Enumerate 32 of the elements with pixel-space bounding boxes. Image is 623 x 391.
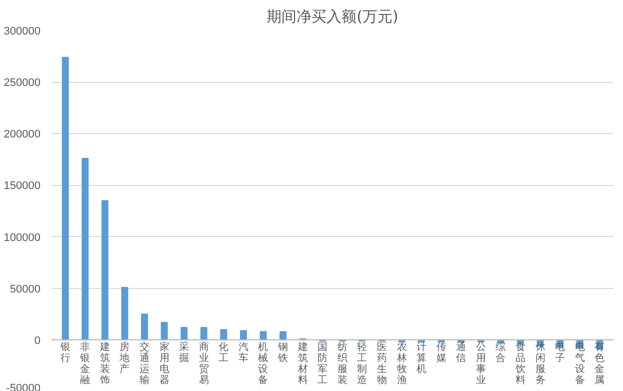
- y-tick-label: 0: [34, 334, 41, 347]
- x-tick-label: 交通运输: [140, 340, 150, 386]
- x-tick-label: 房地产: [118, 340, 130, 375]
- y-tick-label: 100000: [4, 232, 41, 244]
- x-tick-label: 公用事业: [476, 340, 486, 386]
- y-tick-label: 150000: [4, 180, 41, 192]
- x-tick-label: 采掘: [179, 340, 190, 364]
- chart-title: 期间净买入额(万元): [266, 8, 398, 26]
- y-tick-label: 300000: [4, 26, 41, 38]
- x-tick-label: 食品饮料: [514, 340, 526, 386]
- x-tick-label: 通信: [456, 340, 466, 364]
- x-tick-label: 国防军工: [318, 342, 328, 386]
- x-tick-label: 非银金融: [79, 340, 90, 386]
- x-tick-label: 钢铁: [277, 342, 288, 364]
- x-tick-label: 轻工制造: [357, 340, 368, 386]
- x-tick-label: 化工: [218, 340, 229, 364]
- x-tick-label: 综合: [496, 340, 506, 364]
- x-tick-label: 医药生物: [376, 342, 387, 386]
- x-tick-label: 汽车: [238, 340, 248, 364]
- y-tick-label: 250000: [4, 77, 41, 90]
- x-tick-label: 家用电器: [159, 340, 170, 386]
- y-tick-label: 200000: [4, 128, 41, 141]
- y-tick-label: 50000: [10, 283, 41, 296]
- x-tick-label: 建筑装饰: [98, 340, 110, 386]
- x-tick-label: 传媒: [436, 342, 446, 364]
- x-tick-label: 建筑材料: [296, 340, 308, 386]
- x-tick-label: 商业贸易: [198, 340, 209, 386]
- x-tick-label: 纺织服装: [337, 340, 348, 386]
- x-tick-label: 银行: [59, 342, 70, 364]
- x-tick-label: 计算机: [416, 340, 427, 375]
- x-tick-label: 机械设备: [258, 340, 268, 386]
- x-tick-label: 农林牧渔: [396, 342, 407, 386]
